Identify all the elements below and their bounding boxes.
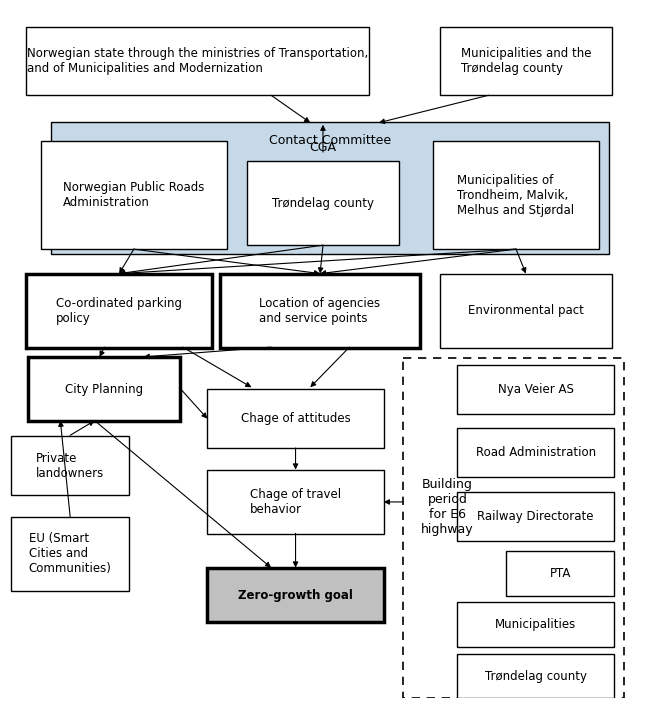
Text: City Planning: City Planning (65, 383, 143, 396)
Bar (440, 274, 611, 348)
Bar (41, 141, 227, 249)
Text: Railway Directorate: Railway Directorate (477, 510, 594, 523)
Bar (457, 492, 614, 541)
Text: Nya Veier AS: Nya Veier AS (498, 383, 573, 396)
Bar (433, 141, 599, 249)
Bar (457, 654, 614, 699)
Bar (207, 568, 384, 622)
Text: Municipalities: Municipalities (495, 618, 576, 631)
Text: Municipalities of
Trondheim, Malvik,
Melhus and Stjørdal: Municipalities of Trondheim, Malvik, Mel… (457, 173, 575, 216)
Bar (12, 517, 129, 591)
Text: Location of agencies
and service points: Location of agencies and service points (259, 297, 381, 325)
Text: Zero-growth goal: Zero-growth goal (238, 589, 353, 601)
Text: Chage of travel
behavior: Chage of travel behavior (250, 488, 341, 516)
Text: Contact Committee: Contact Committee (269, 134, 391, 147)
Text: Trøndelag county: Trøndelag county (484, 670, 587, 683)
Text: Private
landowners: Private landowners (36, 452, 104, 479)
Bar (403, 358, 624, 698)
Bar (506, 551, 614, 596)
Text: CGA: CGA (310, 141, 337, 154)
Bar (12, 436, 129, 495)
Bar (207, 389, 384, 448)
Bar (26, 27, 369, 95)
Text: Environmental pact: Environmental pact (468, 305, 584, 317)
Text: Building
period
for E6
highway: Building period for E6 highway (421, 478, 474, 536)
Text: Norwegian state through the ministries of Transportation,
and of Municipalities : Norwegian state through the ministries o… (27, 47, 368, 75)
Text: Trøndelag county: Trøndelag county (272, 197, 374, 209)
Bar (207, 470, 384, 534)
Text: Co-ordinated parking
policy: Co-ordinated parking policy (56, 297, 182, 325)
Bar (26, 274, 212, 348)
Bar (247, 161, 399, 245)
Bar (457, 429, 614, 477)
Bar (440, 27, 611, 95)
Bar (457, 602, 614, 646)
Text: Municipalities and the
Trøndelag county: Municipalities and the Trøndelag county (461, 47, 591, 75)
Text: Norwegian Public Roads
Administration: Norwegian Public Roads Administration (63, 181, 204, 209)
Text: EU (Smart
Cities and
Communities): EU (Smart Cities and Communities) (29, 532, 112, 575)
Bar (457, 364, 614, 414)
Bar (50, 122, 609, 255)
Bar (28, 357, 181, 421)
Bar (219, 274, 421, 348)
Text: Chage of attitudes: Chage of attitudes (241, 412, 350, 425)
Text: Road Administration: Road Administration (475, 446, 596, 460)
Text: PTA: PTA (550, 567, 571, 580)
